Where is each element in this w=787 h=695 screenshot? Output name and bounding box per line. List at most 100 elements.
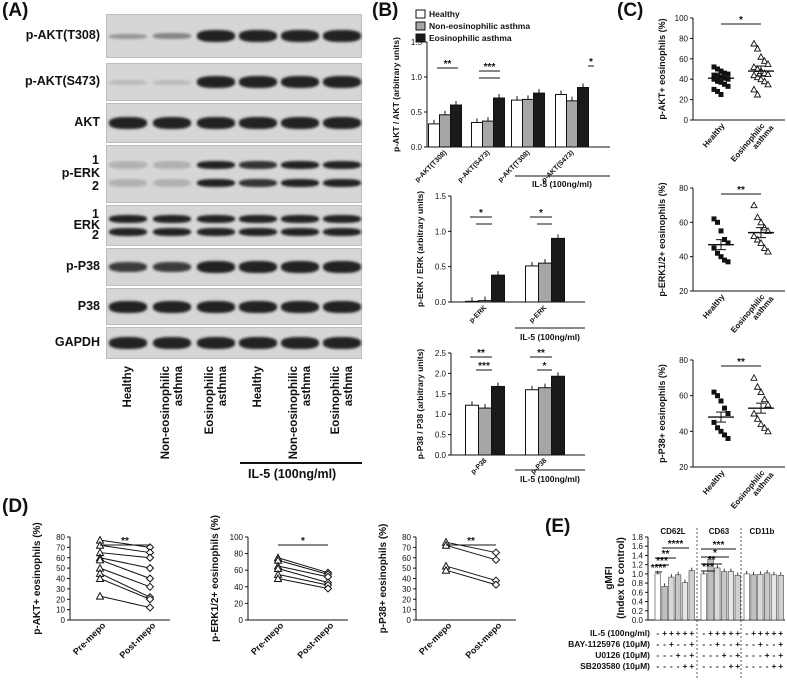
chart-e-condition-mark: + (676, 628, 681, 638)
chart-b1-bar (471, 122, 483, 148)
chart-c2-point (711, 216, 717, 222)
chart-c3-point (760, 395, 769, 403)
chart-b2-category-label: p-ERK (528, 304, 548, 324)
chart-b3-ylabel: p-P38 / P38 (arbitrary units) (415, 349, 425, 460)
chart-e-sig: ** (708, 555, 716, 566)
chart-b1-bar (482, 120, 494, 148)
chart-d1-pair-line (99, 572, 151, 598)
chart-e-sig: ** (662, 549, 670, 560)
chart-c3-point (715, 393, 720, 399)
chart-e-condition-mark: + (689, 650, 694, 660)
blot-band (323, 300, 361, 313)
blot-band (197, 261, 235, 273)
chart-e-condition-mark: - (702, 661, 705, 671)
blot-band (323, 337, 361, 349)
chart-d2-point (273, 573, 283, 582)
chart-e-tick-label: 0.8 (632, 579, 644, 588)
chart-b3-group-label: IL-5 (100ng/ml) (520, 474, 580, 484)
chart-c3-point (722, 432, 727, 438)
blot-band (197, 337, 235, 349)
chart-e-sig: **** (668, 539, 684, 550)
chart-c1-point (711, 86, 717, 92)
chart-b1-bar (450, 104, 462, 148)
chart-b1-category-label: p-AKT(T308) (414, 149, 448, 183)
blot-band (197, 178, 235, 187)
blot-band (197, 161, 235, 170)
chart-c1-point (760, 77, 769, 85)
chart-d3-point (491, 580, 501, 589)
chart-d3-tick-label: 80 (402, 533, 411, 542)
blot-band (109, 300, 147, 313)
chart-d1-point (145, 603, 155, 612)
chart-b2-sig: * (479, 208, 483, 219)
chart-c1-point (725, 83, 731, 89)
chart-b1-sig: ** (444, 59, 452, 70)
blot-band (197, 300, 235, 313)
chart-c1-point (718, 68, 724, 74)
chart-c1-point (715, 88, 720, 94)
chart-c1-point (757, 75, 765, 83)
chart-c3-tick-label: 20 (679, 463, 688, 472)
blot-band (323, 30, 361, 42)
chart-c2-tick-label: 80 (679, 184, 688, 193)
chart-b3-tick-label: 1.0 (435, 410, 447, 419)
chart-c1-point (711, 72, 717, 78)
chart-b1-bar (577, 87, 589, 148)
chart-d2-pair-line (277, 573, 329, 586)
chart-d3-tick-label: 20 (402, 595, 411, 604)
chart-c1-point (715, 66, 720, 72)
chart-e-condition-mark: + (735, 650, 740, 660)
legend-swatch (415, 33, 426, 43)
chart-d1-point (145, 563, 155, 573)
chart-e-condition-mark: + (735, 639, 740, 649)
chart-c2-point (757, 238, 765, 246)
chart-d2-category-label: Post-mepo (295, 620, 335, 660)
chart-d1-tick-label: 40 (56, 575, 65, 584)
blot-band (323, 161, 361, 170)
chart-e-condition-mark: - (759, 650, 762, 660)
chart-b1-bar (566, 100, 578, 148)
chart-b1-sig: * (589, 57, 593, 68)
chart-e-condition-label: U0126 (10μM) (595, 650, 650, 660)
chart-c2-point (760, 244, 769, 252)
chart-b3-tick-label: 0.0 (435, 451, 447, 460)
legend-label: Eosinophilic asthma (429, 33, 512, 43)
chart-d2-pair-line (277, 557, 329, 574)
chart-d3-tick-label: 0 (407, 616, 412, 625)
chart-d1-tick-label: 50 (56, 564, 65, 573)
blot-row-sublabel: 2 (92, 227, 99, 242)
chart-d1-point (95, 591, 105, 600)
chart-b2-ylabel: p-ERK / ERK (arbitrary units) (415, 191, 425, 307)
chart-b3-sig: * (543, 361, 547, 372)
chart-b1-bar (555, 94, 567, 148)
chart-b1-ylabel: p-AKT / AKT (arbitrary units) (391, 37, 401, 152)
chart-d3-tick-label: 60 (402, 554, 411, 563)
chart-c1-point (760, 56, 769, 64)
chart-c3-tick-label: 40 (679, 427, 688, 436)
blot-band (153, 300, 191, 313)
chart-e-group-label: CD63 (709, 527, 730, 536)
chart-e-sig: *** (702, 562, 714, 573)
chart-b2-bar (478, 300, 492, 303)
chart-b2-category-label: p-ERK (468, 304, 488, 324)
chart-e-condition-mark: + (689, 661, 694, 671)
chart-d2-category-label: Pre-mepo (249, 620, 286, 657)
chart-c1-point (764, 80, 772, 88)
chart-d2-pair-line (277, 578, 329, 589)
chart-e-tick-label: 1.0 (632, 570, 644, 579)
chart-c2-tick-label: 60 (679, 218, 688, 227)
chart-c1-sig: * (739, 15, 743, 26)
chart-e-condition-mark: + (735, 628, 740, 638)
chart-b2-bar (465, 300, 479, 303)
chart-d1-pair-line (99, 539, 151, 548)
chart-e-group-label: CD62L (660, 527, 685, 536)
chart-e-condition-mark: - (670, 650, 673, 660)
chart-b3-tick-label: 2.5 (435, 349, 447, 358)
chart-d2-tick-label: 100 (230, 533, 244, 542)
panel-letter-a: (A) (2, 0, 29, 21)
chart-c3-point (722, 405, 727, 411)
chart-c1-point (757, 52, 765, 60)
chart-e-condition-mark: + (682, 661, 687, 671)
blot-band (109, 178, 147, 187)
chart-c2-tick-label: 40 (679, 253, 688, 262)
